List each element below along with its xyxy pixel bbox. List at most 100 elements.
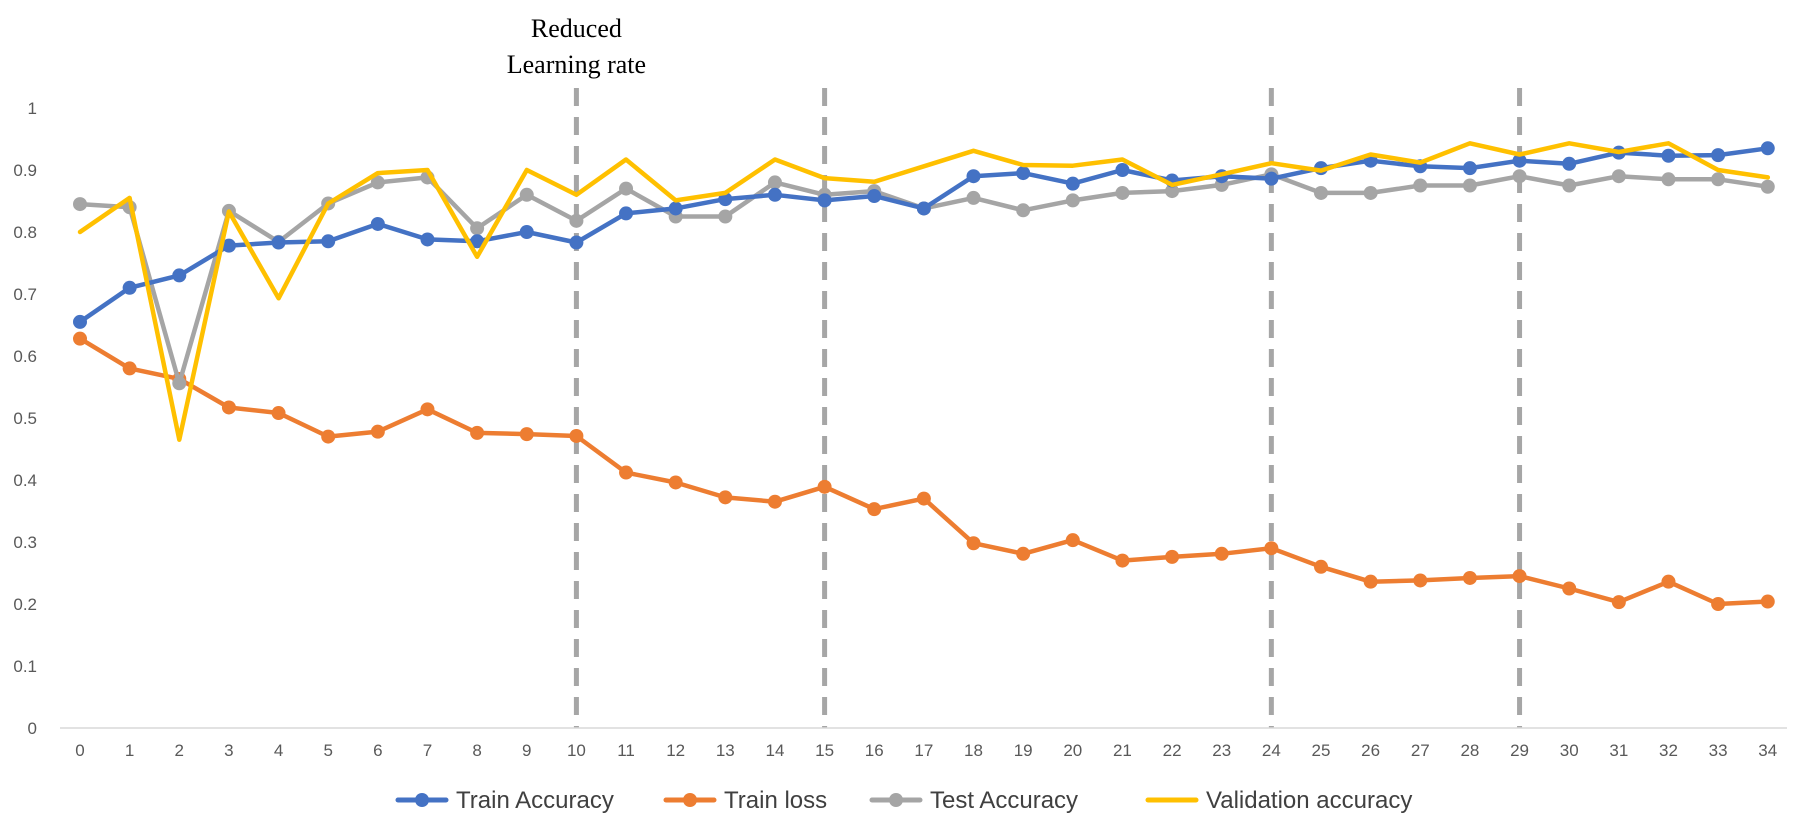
data-point — [1462, 178, 1477, 193]
x-tick-label: 30 — [1560, 741, 1579, 760]
reference-lines — [573, 88, 1523, 728]
series-train-accuracy — [73, 141, 1775, 329]
data-point — [519, 187, 534, 202]
x-tick-label: 9 — [522, 741, 531, 760]
data-point — [718, 490, 733, 505]
x-tick-label: 33 — [1709, 741, 1728, 760]
series-line — [77, 141, 1771, 442]
data-point — [1115, 185, 1130, 200]
data-point — [1661, 172, 1676, 187]
data-point — [1413, 573, 1428, 588]
x-tick-label: 7 — [423, 741, 432, 760]
data-point — [1611, 169, 1626, 184]
data-point — [1562, 156, 1577, 171]
y-tick-label: 1 — [28, 99, 37, 118]
data-point — [1264, 171, 1279, 186]
legend-item: Train loss — [663, 787, 827, 814]
data-point — [1711, 597, 1726, 611]
y-tick-label: 0 — [28, 719, 37, 738]
y-tick-label: 0.2 — [13, 595, 37, 614]
data-point — [619, 206, 634, 221]
data-point — [1512, 169, 1527, 184]
x-tick-label: 17 — [914, 741, 933, 760]
data-point — [569, 235, 584, 250]
data-point — [1413, 178, 1428, 193]
data-point — [271, 235, 286, 250]
data-point — [817, 193, 832, 208]
data-point — [966, 190, 981, 205]
data-point — [767, 494, 782, 509]
x-tick-label: 6 — [373, 741, 382, 760]
x-tick-label: 3 — [224, 741, 233, 760]
data-point — [966, 536, 981, 551]
x-tick-label: 5 — [323, 741, 332, 760]
data-point — [1016, 546, 1031, 561]
x-tick-label: 21 — [1113, 741, 1132, 760]
data-point — [1165, 184, 1180, 199]
x-tick-label: 18 — [964, 741, 983, 760]
data-point — [569, 213, 584, 228]
data-point — [619, 181, 634, 196]
data-point — [1512, 153, 1527, 168]
x-tick-label: 16 — [865, 741, 884, 760]
data-point — [221, 238, 236, 253]
data-point — [916, 491, 931, 506]
legend-swatch-marker — [683, 793, 697, 807]
x-tick-label: 26 — [1361, 741, 1380, 760]
y-tick-label: 0.9 — [13, 161, 37, 180]
data-point — [1065, 176, 1080, 191]
y-tick-label: 0.6 — [13, 347, 37, 366]
y-tick-label: 0.1 — [13, 657, 37, 676]
x-tick-label: 20 — [1063, 741, 1082, 760]
data-point — [1264, 541, 1279, 556]
data-point — [271, 406, 286, 421]
data-point — [73, 197, 87, 212]
data-point — [1711, 148, 1726, 163]
x-tick-label: 12 — [666, 741, 685, 760]
data-point — [221, 400, 236, 415]
legend-label: Train Accuracy — [456, 787, 614, 814]
legend-swatch-marker — [889, 793, 903, 807]
data-point — [1214, 546, 1229, 561]
data-point — [867, 502, 882, 517]
x-tick-label: 31 — [1609, 741, 1628, 760]
data-point — [569, 428, 584, 443]
legend-item: Train Accuracy — [395, 787, 614, 814]
x-tick-label: 15 — [815, 741, 834, 760]
data-point — [122, 361, 137, 376]
x-tick-label: 34 — [1758, 741, 1777, 760]
data-point — [1363, 574, 1378, 589]
data-point — [1363, 185, 1378, 200]
series-line — [77, 336, 1771, 607]
data-point — [1611, 595, 1626, 610]
data-point — [1661, 574, 1676, 589]
data-point — [1065, 193, 1080, 208]
data-point — [817, 479, 832, 494]
data-point — [1462, 570, 1477, 585]
x-tick-label: 2 — [175, 741, 184, 760]
legend-label: Test Accuracy — [930, 787, 1078, 814]
data-point — [470, 234, 485, 249]
legend-item: Validation accuracy — [1145, 787, 1412, 814]
data-point — [73, 314, 87, 329]
x-tick-label: 10 — [567, 741, 586, 760]
x-tick-label: 24 — [1262, 741, 1281, 760]
x-tick-label: 1 — [125, 741, 134, 760]
y-tick-label: 0.3 — [13, 533, 37, 552]
data-point — [867, 189, 882, 204]
legend-label: Validation accuracy — [1206, 787, 1412, 814]
data-point — [1760, 594, 1775, 609]
data-point — [1016, 203, 1031, 218]
axes: 00.10.20.30.40.50.60.70.80.910 1 2 3 4 5 6 7 8 9 1… — [13, 99, 1787, 760]
data-point — [1760, 179, 1775, 194]
data-point — [767, 187, 782, 202]
x-tick-label: 14 — [765, 741, 784, 760]
data-point — [1115, 553, 1130, 568]
data-point — [370, 175, 385, 190]
legend-label: Train loss — [724, 787, 827, 814]
y-tick-label: 0.4 — [13, 471, 37, 490]
data-point — [321, 429, 336, 444]
data-point — [470, 221, 485, 236]
